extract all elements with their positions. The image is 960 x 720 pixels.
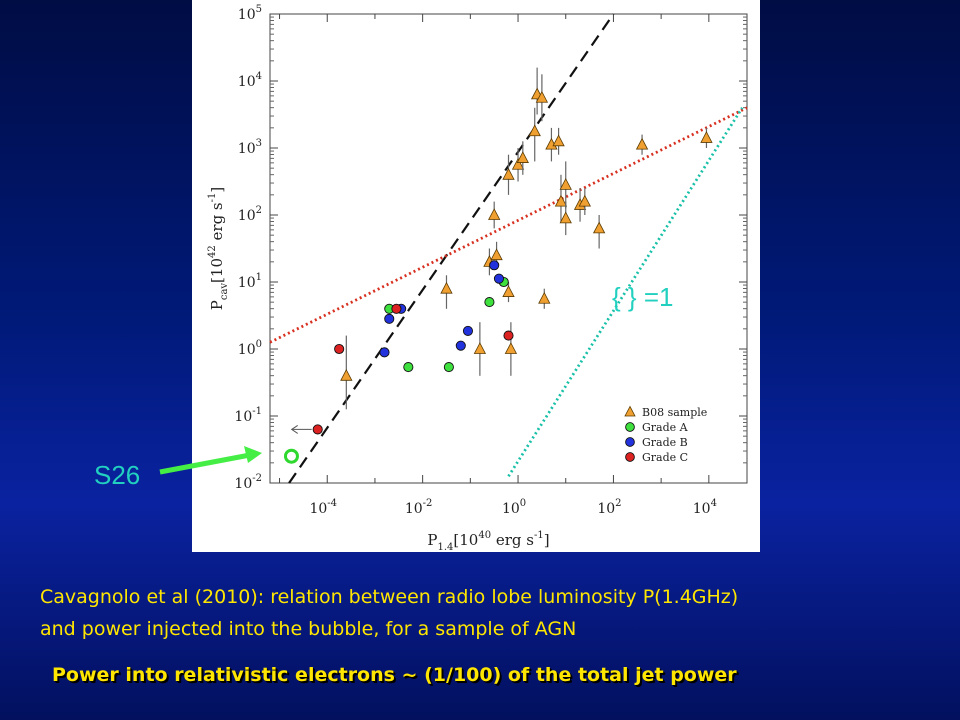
x-tick-label: 10-2 xyxy=(405,498,433,517)
s26-label: S26 xyxy=(94,460,140,490)
data-point-triangle xyxy=(488,208,501,220)
data-point-triangle xyxy=(538,291,551,304)
legend-label: Grade B xyxy=(642,436,688,449)
y-tick-label: 100 xyxy=(238,339,262,358)
legend-label: Grade C xyxy=(642,451,688,464)
legend-label: Grade A xyxy=(642,421,689,434)
y-tick-label: 105 xyxy=(238,4,262,23)
scatter-plot: 10-4 10-2 100 102 104 10-2 10-1 100 101 102 103 104… xyxy=(207,4,748,552)
data-point-triangle xyxy=(511,157,525,170)
data-point-circle xyxy=(379,347,390,358)
data-point-triangle xyxy=(504,342,518,354)
data-point-triangle xyxy=(340,368,353,381)
y-tick-label: 102 xyxy=(238,205,262,224)
y-tick-label: 10-1 xyxy=(234,406,262,425)
caption-line-2: and power injected into the bubble, for … xyxy=(40,618,577,640)
y-tick-label: 104 xyxy=(238,71,262,90)
data-point-triangle xyxy=(473,342,487,354)
dashed-reference-line xyxy=(288,13,615,484)
data-point-triangle xyxy=(502,285,515,297)
x-tick-label: 10-4 xyxy=(309,498,337,517)
legend-marker xyxy=(625,422,635,432)
y-axis-title: Pcav[1042 erg s-1] xyxy=(207,187,230,311)
data-point-circle xyxy=(391,303,402,314)
legend-label: B08 sample xyxy=(642,406,707,419)
dotted-reference-line xyxy=(269,106,748,344)
legend-marker xyxy=(624,405,636,417)
data-point-circle xyxy=(384,313,395,324)
data-point-triangle xyxy=(700,131,713,143)
data-point-circle xyxy=(484,297,495,308)
data-point-circle xyxy=(489,260,500,271)
data-point-triangle xyxy=(516,151,529,163)
x-tick-label: 100 xyxy=(502,498,526,517)
legend-marker xyxy=(625,452,635,462)
chart-panel: 10-4 10-2 100 102 104 10-2 10-1 100 101 102 103 104… xyxy=(192,0,760,552)
data-point-circle xyxy=(493,273,505,284)
data-point-circle xyxy=(334,343,345,355)
data-point-triangle xyxy=(440,281,453,294)
data-point-circle xyxy=(403,362,414,373)
conclusion-text: Power into relativistic electrons ~ (1/1… xyxy=(52,664,737,686)
s26-marker xyxy=(283,448,299,464)
x-axis-title: P1.4[1040 erg s-1] xyxy=(427,530,549,552)
x-tick-label: 104 xyxy=(693,498,717,517)
data-point-triangle xyxy=(559,211,572,224)
upper-limit-arrow-head xyxy=(290,424,298,434)
data-point-triangle xyxy=(559,177,572,190)
data-point-circle xyxy=(503,330,514,341)
data-point-circle xyxy=(455,340,466,351)
dotted-reference-line xyxy=(507,107,744,478)
data-point-triangle xyxy=(578,194,591,207)
data-point-circle xyxy=(462,325,474,336)
x-tick-label: 102 xyxy=(597,498,621,517)
data-point-circle xyxy=(443,362,454,373)
data-point-triangle xyxy=(554,194,568,207)
data-point-triangle xyxy=(635,137,649,150)
data-point-triangle xyxy=(502,167,515,180)
data-point-triangle xyxy=(592,221,606,234)
y-tick-label: 10-2 xyxy=(234,473,262,492)
plot-frame xyxy=(269,13,748,484)
caption-line-1: Cavagnolo et al (2010): relation between… xyxy=(40,586,739,608)
y-tick-label: 101 xyxy=(238,272,262,291)
legend-marker xyxy=(625,437,635,447)
data-point-triangle xyxy=(535,90,549,103)
data-point-triangle xyxy=(528,124,541,137)
y-tick-label: 103 xyxy=(238,138,262,157)
data-point-circle xyxy=(312,424,323,435)
data-point-triangle xyxy=(490,248,503,261)
data-point-triangle xyxy=(552,134,565,147)
